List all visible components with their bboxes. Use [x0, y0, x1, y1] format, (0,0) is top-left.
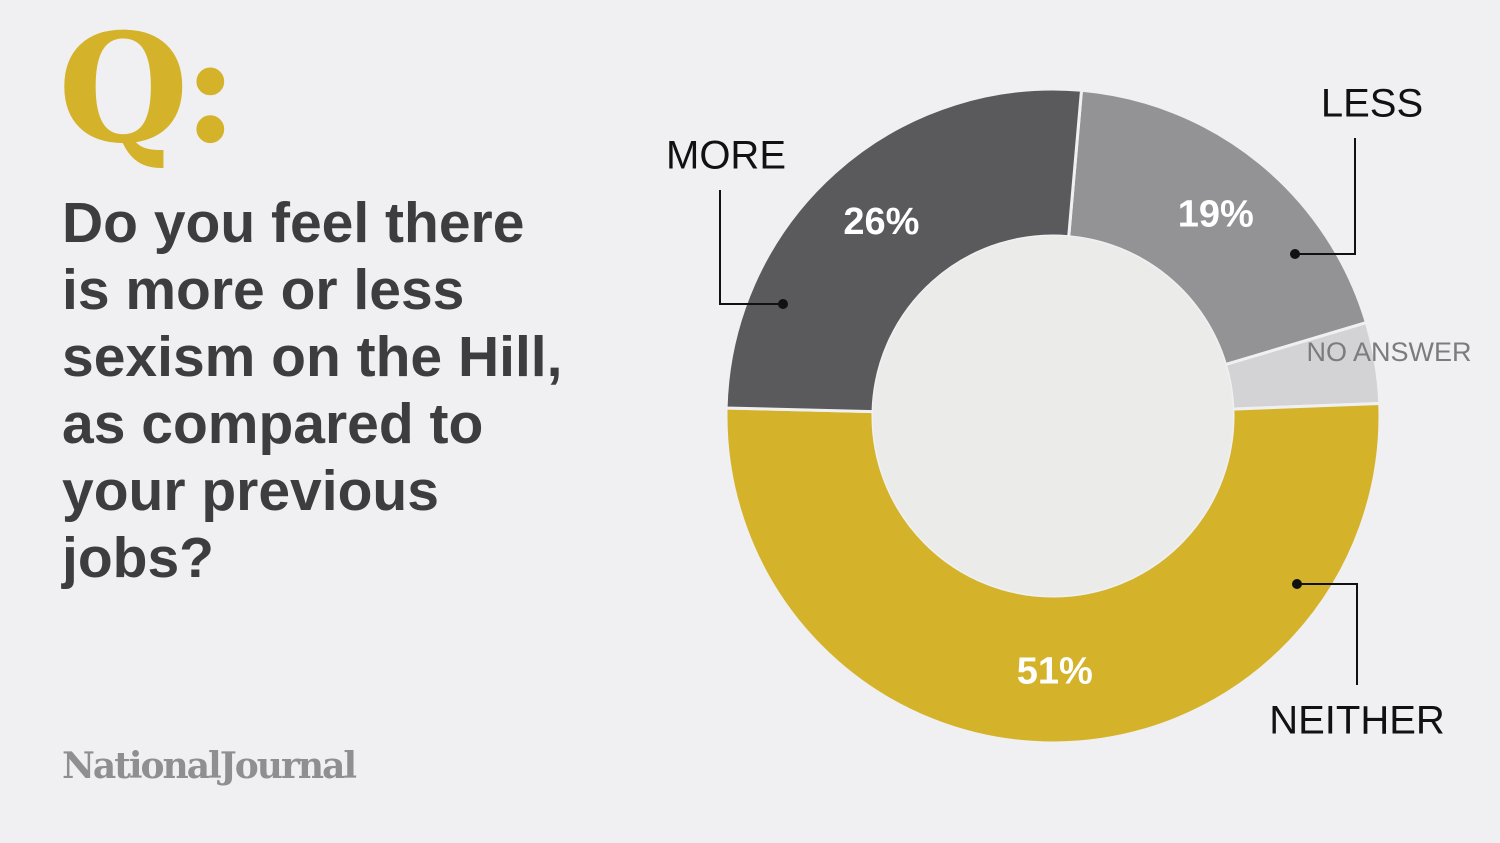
national-journal-logo: NationalJournal [62, 745, 357, 787]
question-text: Do you feel there is more or less sexism… [62, 191, 563, 590]
donut-center [873, 236, 1233, 596]
leader-line-neither [1297, 583, 1358, 685]
leader-line-less [1295, 138, 1356, 255]
value-label-less: 19% [1178, 193, 1254, 235]
leader-dot-neither [1292, 579, 1302, 589]
leader-dot-more [778, 299, 788, 309]
category-label-neither: NEITHER [1269, 699, 1445, 743]
leader-line-more [719, 190, 783, 305]
leader-dot-less [1290, 249, 1300, 259]
slice-value-labels: 19% 51% 26% [843, 193, 1253, 692]
donut-slices [724, 87, 1382, 745]
category-label-no-answer: NO ANSWER [1306, 337, 1471, 367]
category-label-less: LESS [1321, 82, 1423, 126]
category-label-more: MORE [666, 134, 786, 178]
value-label-more: 26% [843, 201, 919, 243]
value-label-neither: 51% [1017, 651, 1093, 693]
callout-leader-lines [719, 138, 1358, 685]
q-badge: Q: [58, 1, 238, 177]
slice-category-labels: LESS NO ANSWER NEITHER MORE [666, 82, 1472, 743]
